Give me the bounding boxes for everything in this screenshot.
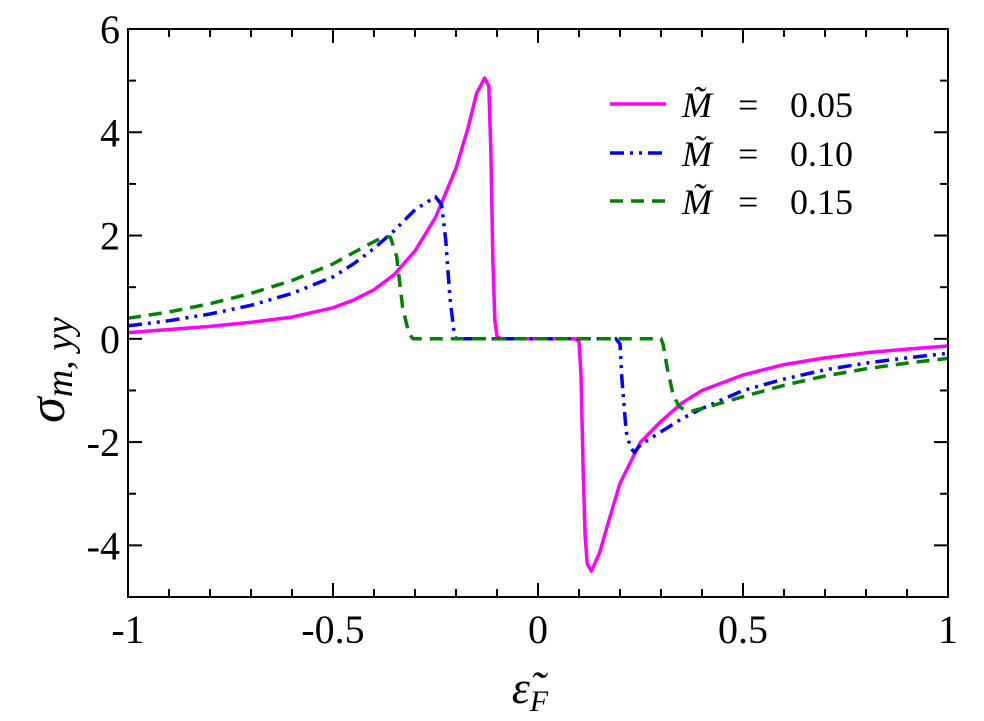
plot-frame [127,28,949,598]
legend-value-3: 0.15 [790,182,853,222]
y-tick-label: 4 [100,110,120,155]
legend-value-1: 0.05 [790,85,853,125]
y-tick-label: 6 [100,7,120,52]
series-line-2 [127,195,949,455]
series-line-3 [127,234,949,413]
y-axis-symbol: σ [19,395,76,423]
x-tick-label: 1 [938,607,958,652]
legend-entry-3: M̃ = 0.15 [610,182,853,222]
legend-symbol-3: M̃ [681,182,714,222]
legend: M̃ = 0.05 M̃ = 0.10 M̃ = 0.15 [610,85,853,222]
y-tick-label: 2 [100,214,120,259]
legend-symbol-2: M̃ [681,134,714,174]
svg-text:σm, yy: σm, yy [19,317,81,423]
y-tick-label: 0 [100,317,120,362]
legend-eq-3: = [738,182,758,222]
x-axis-subscript: F [529,685,549,718]
y-axis-subscript: m, yy [39,317,81,397]
x-tick-label: 0.5 [718,607,768,652]
legend-entry-2: M̃ = 0.10 [610,134,853,174]
ticks-layer [127,28,949,598]
series-layer [127,76,949,573]
x-tick-label: -1 [111,607,144,652]
x-tick-label: 0 [528,607,548,652]
tick-labels-layer: -1 -0.5 0 0.5 1 -4 -2 0 2 4 6 [87,7,958,652]
legend-eq-2: = [738,134,758,174]
y-tick-label: -4 [87,523,120,568]
legend-entry-1: M̃ = 0.05 [610,85,853,125]
legend-value-2: 0.10 [790,134,853,174]
x-tick-label: -0.5 [301,607,364,652]
y-tick-label: -2 [87,420,120,465]
legend-symbol-1: M̃ [681,85,714,125]
legend-eq-1: = [738,85,758,125]
y-axis-title: σm, yy [19,317,81,423]
